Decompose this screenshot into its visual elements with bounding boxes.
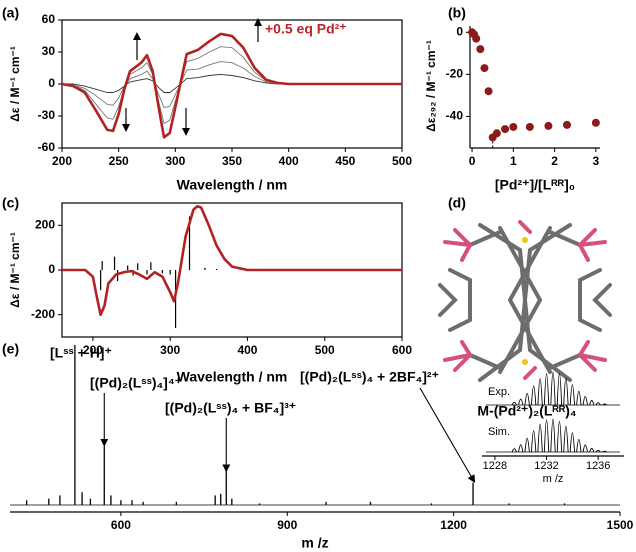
data-point [485, 87, 493, 95]
data-point [501, 125, 509, 133]
panel-label: (c) [2, 195, 19, 211]
x-tick-label: 600 [111, 518, 131, 532]
series-label: Exp. [488, 386, 510, 398]
x-tick-label: 450 [335, 154, 355, 168]
peak [544, 374, 548, 405]
x-tick-label: 1500 [607, 518, 634, 532]
data-point [509, 123, 517, 131]
x-axis-label: [Pd²⁺]/[Lᴿᴿ]₀ [495, 177, 575, 193]
x-tick-label: 600 [392, 343, 412, 357]
x-tick-label: 300 [160, 343, 180, 357]
annotation-arrow [420, 388, 473, 480]
figure: +0.5 eq Pd²⁺ (d) M-(Pd²⁺)₂(Lᴿᴿ)₄ (a)2002… [0, 0, 636, 552]
peak [557, 421, 561, 452]
panel-label: (e) [2, 341, 19, 357]
spectrum-line [62, 34, 402, 137]
peak [564, 426, 568, 452]
peak-annotation: [(Pd)₂(Lˢˢ)₄ + 2BF₄]²⁺ [300, 369, 439, 385]
peak [538, 424, 542, 452]
x-tick-label: 1 [510, 154, 517, 168]
peak [570, 433, 574, 452]
data-point [526, 123, 534, 131]
y-tick-label: -40 [446, 109, 464, 123]
x-tick-label: 250 [109, 154, 129, 168]
y-tick-label: -200 [31, 307, 55, 321]
x-axis-label: Wavelength / nm [177, 369, 288, 385]
peak [577, 391, 581, 405]
data-point [480, 64, 488, 72]
peak [525, 438, 529, 452]
peak [557, 373, 561, 405]
molecule-image [440, 222, 610, 380]
data-point [563, 121, 571, 129]
data-point [544, 122, 552, 130]
y-tick-label: 0 [48, 76, 55, 90]
panel-label: (b) [448, 5, 466, 21]
x-tick-label: 1200 [440, 518, 467, 532]
peak [519, 445, 523, 452]
peak-annotation: [(Pd)₂(Lˢˢ)₄ + BF₄]³⁺ [165, 400, 296, 416]
panel-label: (d) [448, 195, 466, 211]
peak [564, 378, 568, 405]
peak [590, 400, 594, 405]
y-tick-label: 60 [42, 12, 56, 26]
x-tick-label: 350 [222, 154, 242, 168]
y-axis-label: Δε₂₉₂ / M⁻¹ cm⁻¹ [424, 40, 438, 132]
x-tick-label: 3 [593, 154, 600, 168]
x-tick-label: 500 [315, 343, 335, 357]
x-tick-label: 500 [392, 154, 412, 168]
y-tick-label: -60 [38, 140, 56, 154]
y-tick-label: 30 [42, 44, 56, 58]
y-tick-label: 0 [48, 262, 55, 276]
peak [512, 449, 516, 452]
peak-annotation: [Lˢˢ + H]⁺ [50, 345, 112, 361]
x-tick-label: 300 [165, 154, 185, 168]
series-label: Sim. [488, 426, 510, 438]
y-tick-label: 0 [456, 24, 463, 38]
data-point [493, 129, 501, 137]
annotation: +0.5 eq Pd²⁺ [265, 21, 347, 37]
peak [551, 419, 555, 452]
x-tick-label: 1236 [586, 460, 610, 472]
peak [544, 420, 548, 452]
peak [583, 445, 587, 452]
x-axis-label: m /z [301, 535, 328, 551]
peak [577, 439, 581, 452]
x-tick-label: 900 [277, 518, 297, 532]
peak [583, 396, 587, 405]
peak-annotation: [(Pd)₂(Lˢˢ)₄]⁴⁺ [90, 375, 182, 391]
x-tick-label: 200 [52, 154, 72, 168]
x-tick-label: 2 [551, 154, 558, 168]
peak [590, 448, 594, 452]
data-point [472, 35, 480, 43]
peak [538, 379, 542, 405]
peak [531, 431, 535, 452]
data-point [592, 119, 600, 127]
y-tick-label: -20 [446, 67, 464, 81]
spectrum-line [62, 206, 402, 314]
x-tick-label: 400 [237, 343, 257, 357]
x-tick-label: 1228 [483, 460, 507, 472]
x-tick-label: 0 [469, 154, 476, 168]
x-axis-label: Wavelength / nm [177, 177, 288, 193]
panel-label: (a) [2, 5, 19, 21]
y-tick-label: 200 [35, 218, 55, 232]
x-tick-label: 1232 [534, 460, 558, 472]
x-tick-label: 400 [279, 154, 299, 168]
y-axis-label: Δε / M⁻¹ cm⁻¹ [8, 232, 22, 308]
peak [551, 372, 555, 405]
y-axis-label: Δε / M⁻¹ cm⁻¹ [8, 46, 22, 122]
page: body { margin: 0; background: #fff; font… [0, 0, 636, 552]
x-axis-label: m /z [543, 473, 564, 485]
page-body: {"chart_data": [ {"type": "line", "panel… [0, 0, 636, 552]
data-point [476, 45, 484, 53]
y-tick-label: -30 [38, 108, 56, 122]
